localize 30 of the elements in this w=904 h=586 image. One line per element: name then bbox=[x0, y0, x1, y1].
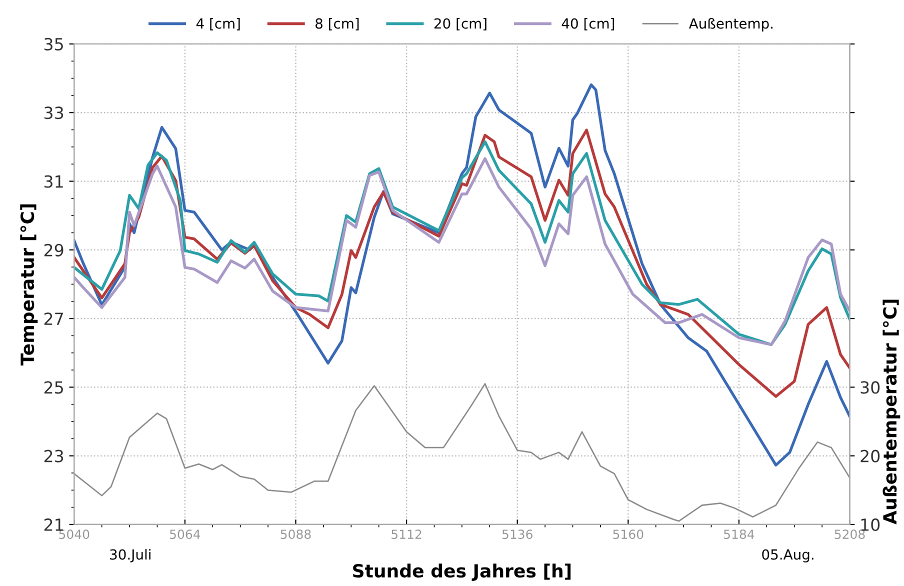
y2-axis-title: Außentemperatur [°C] bbox=[882, 300, 900, 524]
y-tick-label: 21 bbox=[44, 518, 63, 531]
x-axis-title: Stunde des Jahres [h] bbox=[353, 564, 571, 581]
y-tick-label: 25 bbox=[44, 381, 63, 394]
x-tick-label: 5136 bbox=[502, 530, 532, 540]
y-tick-label: 27 bbox=[44, 312, 63, 325]
y-tick-label: 31 bbox=[44, 175, 63, 188]
line-series bbox=[74, 383, 850, 522]
x-tick-label: 5040 bbox=[59, 530, 90, 540]
y-tick-label: 35 bbox=[44, 38, 63, 51]
y-tick-label: 33 bbox=[44, 106, 64, 120]
x-tick-label: 5088 bbox=[280, 530, 311, 540]
legend-label: 40 [cm] bbox=[562, 18, 614, 30]
y-tick-label: 29 bbox=[44, 244, 64, 256]
legend-label: 20 [cm] bbox=[434, 18, 486, 30]
y-tick-label: 23 bbox=[44, 450, 64, 462]
legend-label: 4 [cm] bbox=[196, 18, 240, 30]
y2-tick-label: 20 bbox=[860, 450, 880, 462]
text: 05.Aug. bbox=[762, 549, 814, 562]
legend-label: Außentemp. bbox=[688, 18, 773, 32]
y2-tick-label: 10 bbox=[861, 518, 880, 532]
x-tick-label: 5184 bbox=[724, 530, 754, 540]
x-tick-label: 5160 bbox=[613, 530, 644, 540]
x-tick-label: 5064 bbox=[170, 530, 200, 540]
y2-tick-label: 30 bbox=[860, 381, 880, 394]
text: 30.Juli bbox=[110, 548, 150, 562]
legend-label: 8 [cm] bbox=[316, 18, 359, 30]
x-tick-label: 5208 bbox=[834, 530, 865, 540]
x-tick-label: 5112 bbox=[392, 530, 422, 540]
y-axis-title: Temperatur [°C] bbox=[20, 204, 38, 366]
